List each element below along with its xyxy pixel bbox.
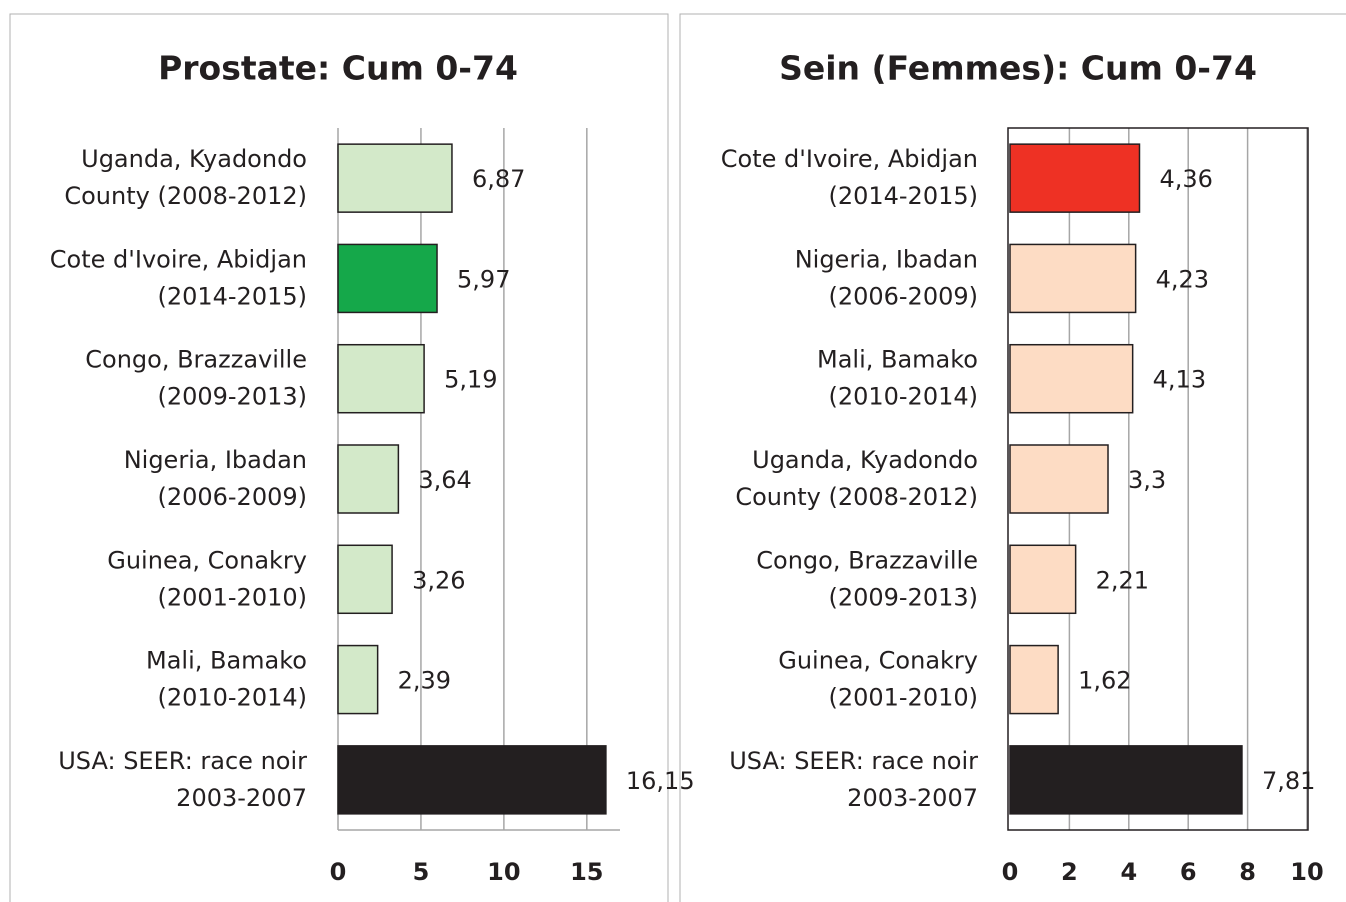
value-label: 7,81 (1262, 767, 1315, 795)
category-label-line: Cote d'Ivoire, Abidjan (50, 245, 307, 273)
category-label-line: USA: SEER: race noir (58, 747, 307, 775)
bar (1009, 444, 1109, 514)
category-label-line: 2003-2007 (176, 784, 307, 812)
category-label-line: (2009-2013) (828, 583, 978, 611)
category-label-line: (2006-2009) (157, 483, 307, 511)
category-label: Guinea, Conakry (2001-2010) (778, 647, 978, 712)
category-label: USA: SEER: race noir 2003-2007 (729, 747, 978, 812)
bar (1009, 644, 1059, 715)
x-tick-label: 5 (413, 858, 430, 886)
category-label: Cote d'Ivoire, Abidjan (2014-2015) (50, 245, 307, 310)
category-label-line: (2006-2009) (828, 282, 978, 310)
chart-title: Sein (Femmes): Cum 0-74 (779, 49, 1257, 88)
bar (1009, 544, 1077, 615)
category-label-line: Mali, Bamako (146, 647, 307, 675)
category-label-line: Congo, Brazzaville (756, 546, 978, 574)
category-label-line: 2003-2007 (847, 784, 978, 812)
value-label: 5,97 (457, 265, 510, 293)
category-label-line: County (2008-2012) (735, 483, 978, 511)
bar (1009, 343, 1134, 414)
bar (337, 745, 607, 815)
value-label: 6,87 (472, 165, 525, 193)
value-label: 4,36 (1159, 165, 1212, 193)
x-tick-label: 2 (1061, 858, 1078, 886)
category-label-line: USA: SEER: race noir (729, 747, 978, 775)
x-tick-label: 10 (487, 858, 520, 886)
bar (337, 343, 425, 414)
category-label: Uganda, Kyadondo County (2008-2012) (64, 145, 307, 210)
x-tick-label: 0 (1002, 858, 1019, 886)
category-label: Nigeria, Ibadan (2006-2009) (124, 446, 307, 511)
x-tick-label: 0 (330, 858, 347, 886)
category-label-line: (2001-2010) (828, 684, 978, 712)
x-tick-label: 8 (1239, 858, 1256, 886)
category-label-line: Uganda, Kyadondo (752, 446, 978, 474)
chart-title: Prostate: Cum 0-74 (158, 49, 518, 88)
bar (337, 243, 438, 314)
value-label: 4,23 (1156, 265, 1209, 293)
bar (1009, 143, 1141, 213)
category-label: USA: SEER: race noir 2003-2007 (58, 747, 307, 812)
panel-left (9, 13, 669, 902)
category-label-line: (2001-2010) (157, 583, 307, 611)
category-label: Guinea, Conakry (2001-2010) (107, 546, 307, 611)
value-label: 1,62 (1078, 667, 1131, 695)
value-label: 3,64 (418, 466, 471, 494)
category-label-line: (2010-2014) (157, 684, 307, 712)
category-label: Congo, Brazzaville (2009-2013) (85, 346, 307, 411)
value-label: 4,13 (1153, 366, 1206, 394)
category-label-line: Guinea, Conakry (107, 546, 307, 574)
category-label-line: County (2008-2012) (64, 182, 307, 210)
x-tick-label: 6 (1180, 858, 1197, 886)
value-label: 2,39 (398, 667, 451, 695)
x-tick-label: 4 (1120, 858, 1137, 886)
category-label-line: (2010-2014) (828, 383, 978, 411)
category-label-line: (2014-2015) (157, 282, 307, 310)
x-tick-label: 10 (1290, 858, 1323, 886)
category-label-line: (2009-2013) (157, 383, 307, 411)
category-label-line: Congo, Brazzaville (85, 346, 307, 374)
category-label: Uganda, Kyadondo County (2008-2012) (735, 446, 978, 511)
category-label-line: Nigeria, Ibadan (124, 446, 307, 474)
category-label-line: Guinea, Conakry (778, 647, 978, 675)
category-label-line: Mali, Bamako (817, 346, 978, 374)
x-tick-label: 15 (570, 858, 603, 886)
category-label-line: Cote d'Ivoire, Abidjan (721, 145, 978, 173)
value-label: 5,19 (444, 366, 497, 394)
category-label: Cote d'Ivoire, Abidjan (2014-2015) (721, 145, 978, 210)
panel-right (679, 13, 1346, 902)
value-label: 16,15 (626, 767, 695, 795)
bar (337, 143, 453, 213)
plot-frame (1007, 127, 1309, 831)
value-label: 2,21 (1096, 566, 1149, 594)
category-label: Mali, Bamako (2010-2014) (146, 647, 307, 712)
value-label: 3,26 (412, 566, 465, 594)
bar (337, 644, 379, 715)
category-label: Congo, Brazzaville (2009-2013) (756, 546, 978, 611)
bar (337, 544, 393, 615)
value-label: 3,3 (1128, 466, 1166, 494)
bar (1009, 243, 1137, 314)
category-label: Nigeria, Ibadan (2006-2009) (795, 245, 978, 310)
category-label-line: Nigeria, Ibadan (795, 245, 978, 273)
category-label: Mali, Bamako (2010-2014) (817, 346, 978, 411)
category-label-line: Uganda, Kyadondo (81, 145, 307, 173)
bar (337, 444, 400, 514)
bar (1009, 745, 1243, 815)
category-label-line: (2014-2015) (828, 182, 978, 210)
